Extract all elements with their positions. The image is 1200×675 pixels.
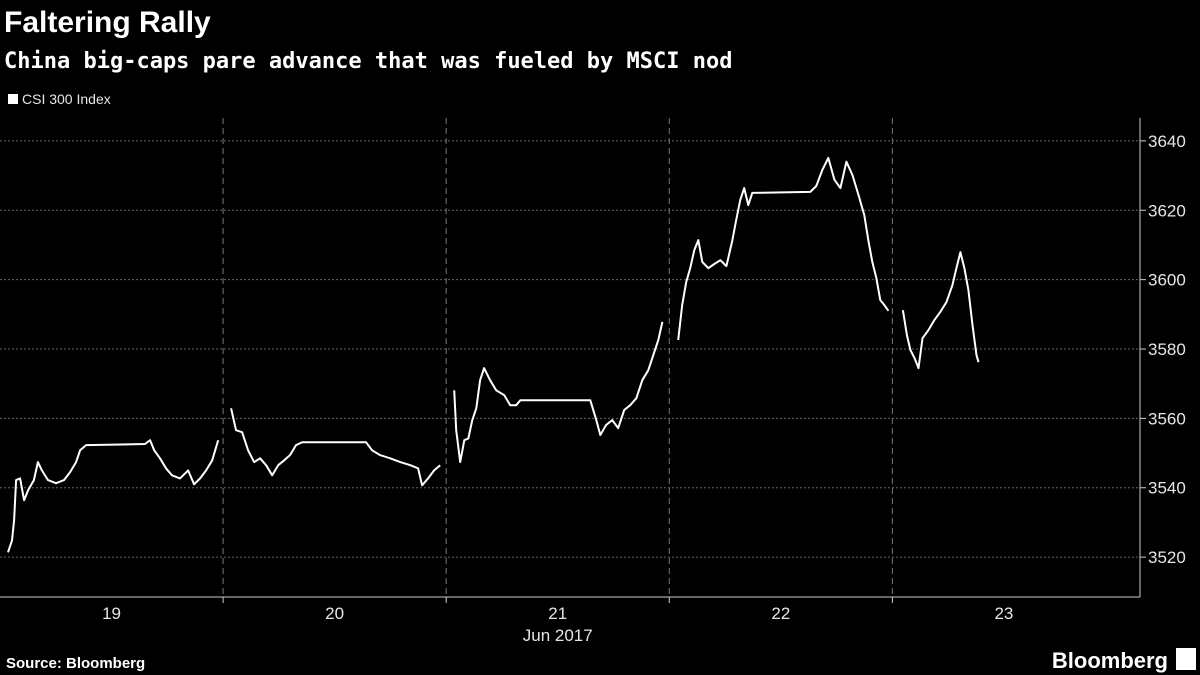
source: Source: Bloomberg xyxy=(6,655,145,672)
line-series xyxy=(7,156,980,553)
chart-subtitle: China big-caps pare advance that was fue… xyxy=(4,49,732,74)
y-tick-label: 3540 xyxy=(1148,479,1186,498)
x-axis-label: Jun 2017 xyxy=(523,626,593,645)
legend-label: CSI 300 Index xyxy=(22,91,111,107)
y-tick-label: 3620 xyxy=(1148,201,1186,220)
y-tick-label: 3640 xyxy=(1148,132,1186,151)
x-tick-label: 23 xyxy=(994,604,1013,623)
x-tick-label: 19 xyxy=(102,604,121,623)
legend-swatch xyxy=(8,94,18,104)
brand-icon xyxy=(1176,648,1196,670)
x-tick-label: 21 xyxy=(548,604,567,623)
x-tick-label: 20 xyxy=(325,604,344,623)
y-tick-label: 3520 xyxy=(1148,548,1186,567)
y-tick-label: 3580 xyxy=(1148,340,1186,359)
y-tick-label: 3560 xyxy=(1148,409,1186,428)
brand: Bloomberg xyxy=(1052,648,1168,673)
chart-title: Faltering Rally xyxy=(4,6,211,39)
y-tick-label: 3600 xyxy=(1148,271,1186,290)
x-tick-label: 22 xyxy=(771,604,790,623)
